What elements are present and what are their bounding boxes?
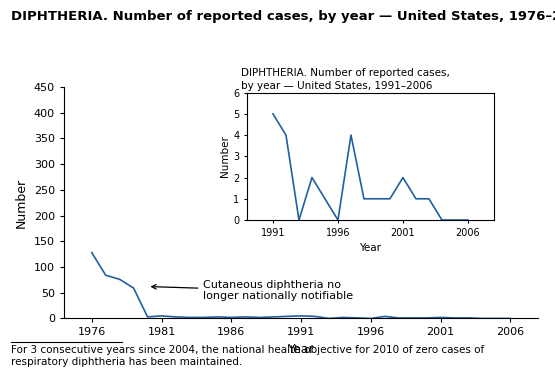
X-axis label: Year: Year — [288, 343, 314, 356]
Y-axis label: Number: Number — [220, 135, 230, 177]
Text: DIPHTHERIA. Number of reported cases,: DIPHTHERIA. Number of reported cases, — [241, 68, 450, 78]
Text: Cutaneous diphtheria no
longer nationally notifiable: Cutaneous diphtheria no longer nationall… — [152, 280, 354, 301]
Text: by year — United States, 1991–2006: by year — United States, 1991–2006 — [241, 81, 433, 91]
X-axis label: Year: Year — [360, 243, 381, 253]
Text: For 3 consecutive years since 2004, the national health objective for 2010 of ze: For 3 consecutive years since 2004, the … — [11, 345, 485, 367]
Text: DIPHTHERIA. Number of reported cases, by year — United States, 1976–2006: DIPHTHERIA. Number of reported cases, by… — [11, 10, 555, 23]
Y-axis label: Number: Number — [15, 178, 28, 228]
